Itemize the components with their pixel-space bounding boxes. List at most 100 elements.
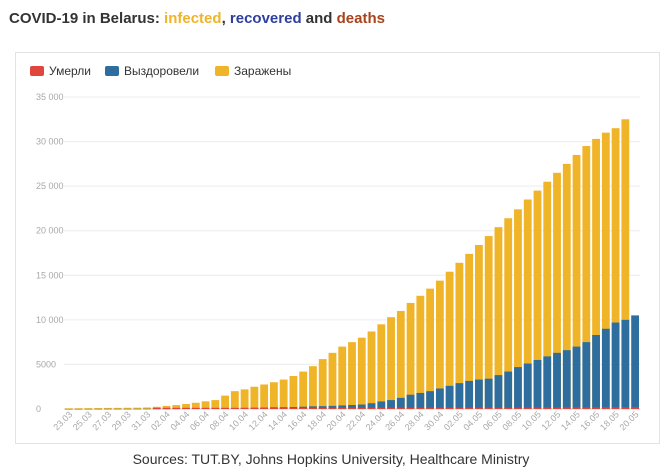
bar-recovered — [601, 328, 610, 409]
bar-deaths — [475, 407, 483, 409]
bar-infected — [504, 218, 513, 409]
bar-infected — [601, 132, 610, 409]
x-tick-label: 10.05 — [520, 409, 543, 432]
bar-infected — [64, 408, 73, 409]
bar-infected — [484, 236, 493, 409]
bar-recovered — [475, 379, 483, 409]
bar-recovered — [143, 408, 151, 410]
x-tick-label: 06.05 — [481, 409, 504, 432]
x-tick-label: 22.04 — [344, 409, 367, 432]
bar-recovered — [94, 408, 103, 410]
y-tick-label: 20 000 — [36, 226, 64, 236]
bar-deaths — [426, 407, 435, 409]
bar-deaths — [445, 407, 454, 409]
bar-infected — [113, 407, 122, 409]
bar-recovered — [367, 403, 376, 409]
bar-infected — [396, 310, 405, 409]
bar-infected — [299, 371, 308, 409]
title-prefix: COVID-19 in Belarus: — [9, 10, 165, 27]
bar-infected — [191, 402, 200, 409]
legend-swatch — [105, 66, 119, 76]
bar-infected — [543, 181, 552, 409]
bar-recovered — [543, 356, 552, 409]
bar-deaths — [299, 407, 308, 409]
bar-infected — [230, 391, 239, 409]
chart: 0 5000 10 000 15 000 20 000 25 000 30 000 35 00… — [30, 64, 641, 432]
bar-deaths — [201, 407, 210, 409]
bar-infected — [416, 295, 425, 409]
bar-infected — [494, 227, 503, 409]
bar-deaths — [221, 407, 229, 409]
x-tick-label: 26.04 — [383, 409, 406, 432]
bar-deaths — [621, 407, 630, 409]
x-tick-label: 18.05 — [598, 409, 621, 432]
bar-infected — [211, 400, 220, 409]
bar-infected — [143, 407, 151, 409]
bar-infected — [269, 382, 278, 409]
bar-infected — [182, 404, 190, 409]
bar-infected — [279, 379, 288, 409]
bar-infected — [338, 346, 347, 409]
x-tick-label: 31.03 — [129, 409, 152, 432]
bar-deaths — [543, 407, 552, 409]
bar-recovered — [514, 367, 522, 409]
bar-recovered — [494, 375, 503, 409]
bar-deaths — [162, 407, 171, 409]
bar-deaths — [279, 407, 288, 409]
x-tick-label: 29.03 — [110, 409, 133, 432]
bar-infected — [611, 128, 620, 409]
bar-recovered — [387, 400, 395, 409]
title-deaths: deaths — [336, 10, 385, 27]
bar-infected — [426, 288, 435, 409]
bar-infected — [94, 408, 103, 409]
bar-recovered — [582, 342, 591, 409]
legend-swatch — [215, 66, 229, 76]
bar-recovered — [348, 404, 356, 409]
legend-label: Выздоровели — [124, 64, 199, 78]
bar-infected — [104, 407, 112, 409]
bar-deaths — [269, 407, 278, 409]
bar-recovered — [572, 346, 581, 409]
bar-infected — [201, 401, 210, 409]
bar-infected — [562, 163, 571, 409]
x-tick-label: 10.04 — [227, 409, 250, 432]
bar-infected — [260, 384, 269, 409]
legend-label: Заражены — [234, 64, 291, 78]
x-tick-label: 23.03 — [51, 409, 74, 432]
bar-infected — [221, 395, 229, 409]
bar-deaths — [504, 407, 513, 409]
bar-recovered — [553, 352, 561, 409]
bar-infected — [357, 337, 366, 409]
bar-deaths — [396, 407, 405, 409]
bar-recovered — [133, 408, 142, 410]
bar-infected — [455, 262, 464, 409]
x-tick-label: 12.05 — [539, 409, 562, 432]
bar-deaths — [328, 407, 337, 409]
bar-infected — [377, 324, 386, 409]
x-tick-label: 24.04 — [364, 409, 387, 432]
bar-recovered — [426, 391, 435, 409]
bar-deaths — [455, 407, 464, 409]
x-tick-label: 20.04 — [325, 409, 348, 432]
bar-infected — [582, 146, 591, 409]
bar-recovered — [631, 315, 640, 409]
y-tick-label: 25 000 — [36, 181, 64, 191]
bar-recovered — [338, 405, 347, 409]
title-separator: and — [301, 10, 337, 27]
x-tick-label: 14.05 — [559, 409, 582, 432]
y-tick-label: 10 000 — [36, 315, 64, 325]
title-infected: infected — [164, 10, 222, 27]
bar-deaths — [309, 407, 317, 409]
bar-deaths — [601, 407, 610, 409]
y-tick-label: 5000 — [36, 359, 56, 369]
bar-deaths — [260, 407, 269, 409]
x-tick-label: 30.04 — [422, 409, 445, 432]
bar-infected — [475, 244, 483, 409]
bar-infected — [309, 366, 317, 409]
bar-recovered — [435, 388, 444, 409]
x-tick-label: 25.03 — [71, 409, 94, 432]
x-tick-label: 08.05 — [500, 409, 523, 432]
bar-infected — [162, 405, 171, 409]
bar-recovered — [611, 322, 620, 409]
x-tick-label: 02.05 — [442, 409, 465, 432]
